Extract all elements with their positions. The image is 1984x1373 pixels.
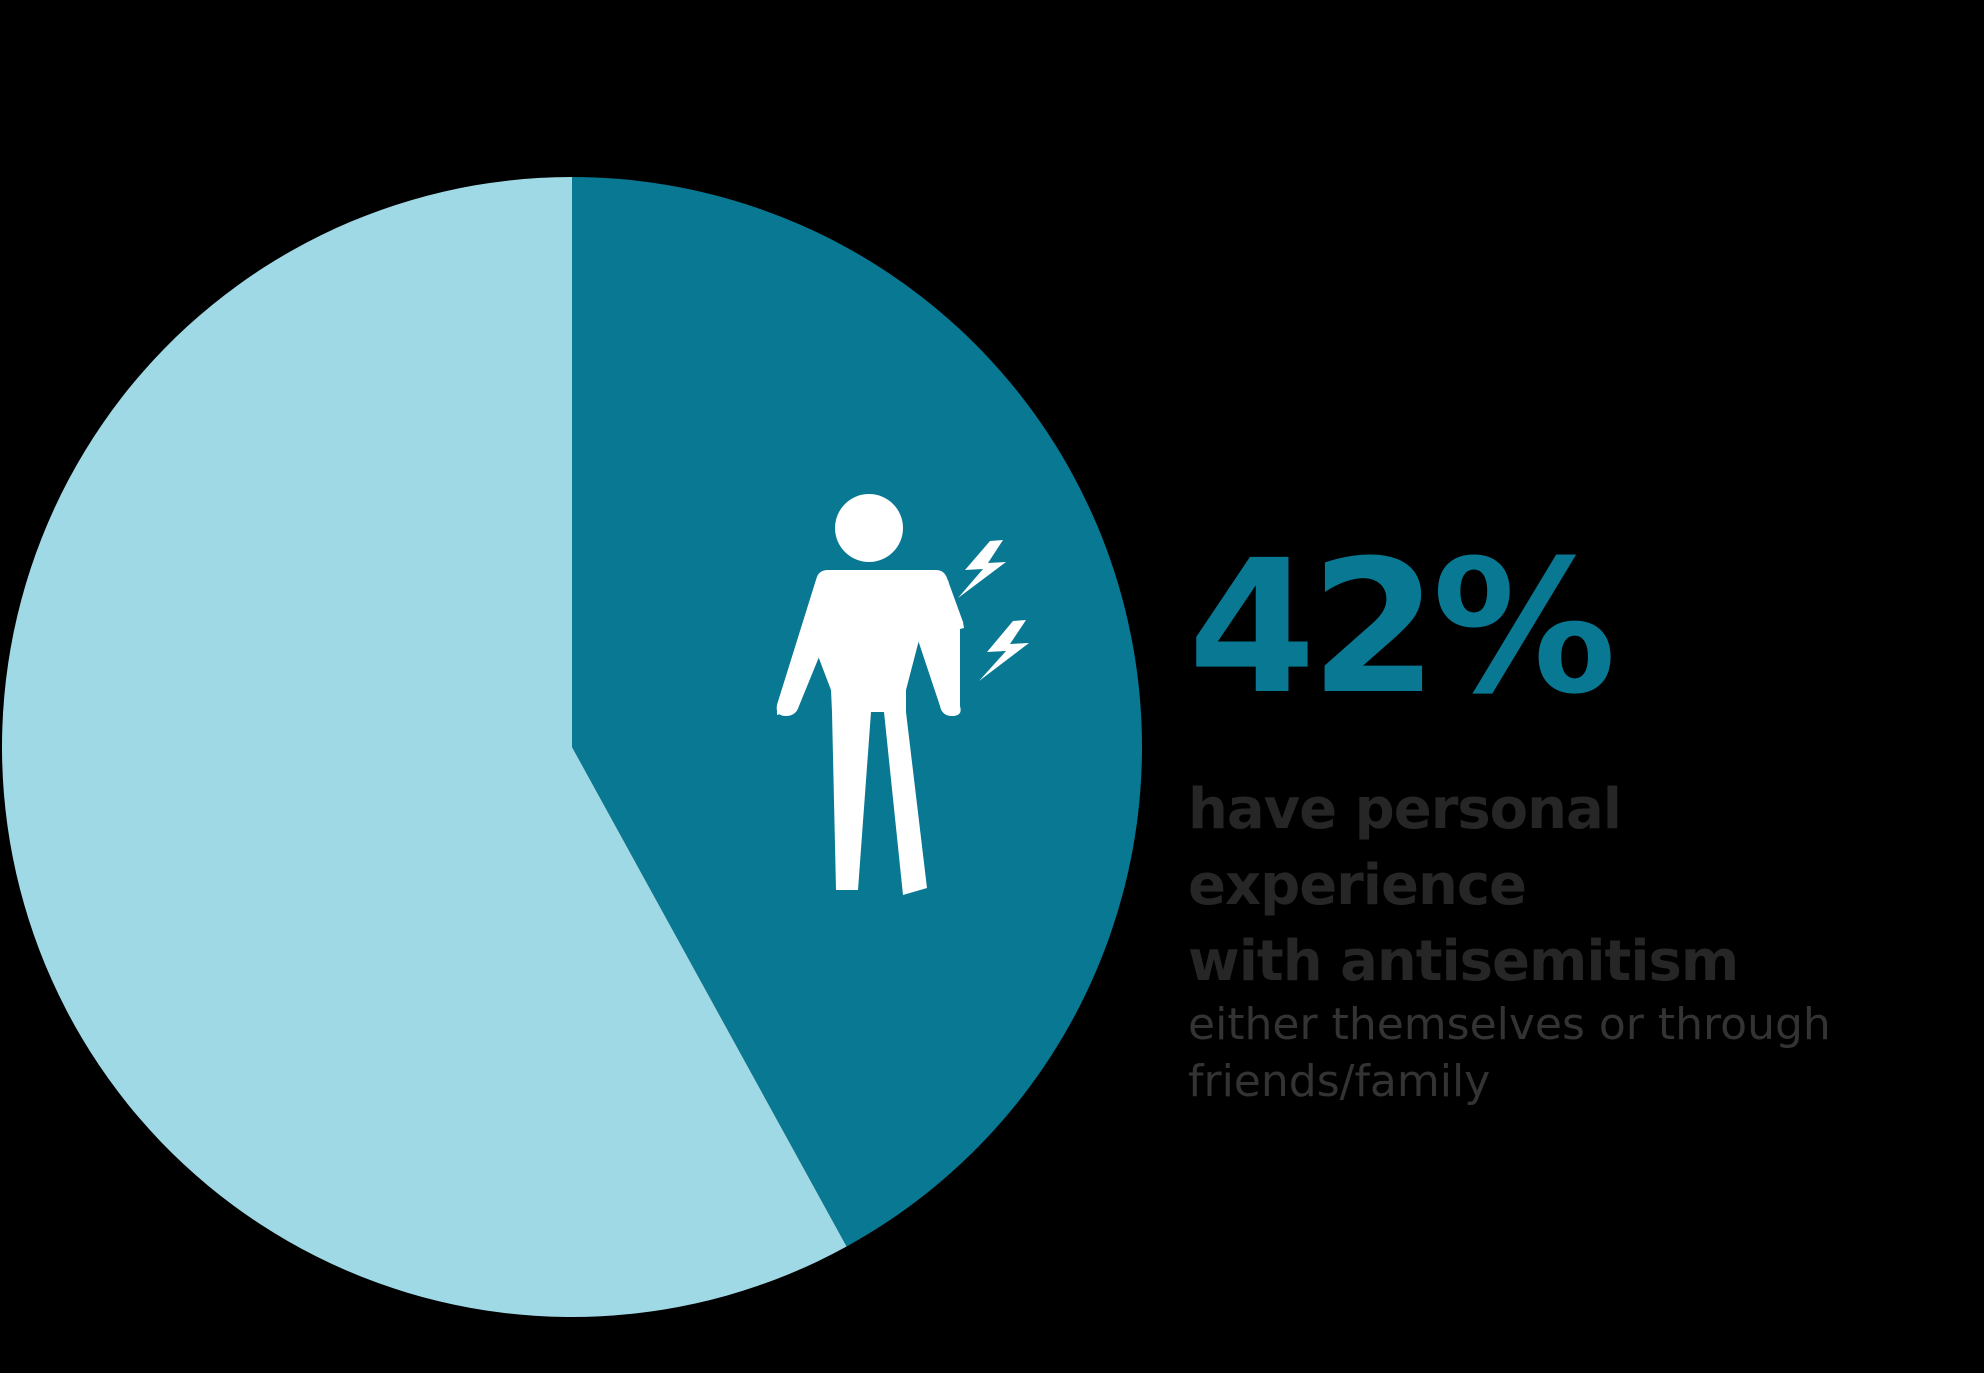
stat-subtext-line-1: either themselves or through — [1188, 999, 1831, 1050]
stat-subtext: either themselves or through friends/fam… — [1188, 996, 1968, 1110]
stat-headline: have personal experience with antisemiti… — [1188, 772, 1968, 1000]
stat-subtext-line-2: friends/family — [1188, 1056, 1491, 1107]
stat-headline-line-2: with antisemitism — [1188, 929, 1739, 994]
stat-block: 42% have personal experience with antise… — [1188, 536, 1968, 1110]
person-shock-icon — [776, 494, 1029, 895]
stat-percentage: 42% — [1188, 521, 1616, 735]
pie-slices — [1, 177, 1142, 1317]
stat-headline-line-1: have personal experience — [1188, 777, 1622, 918]
pie-slice-2 — [1, 177, 847, 1317]
